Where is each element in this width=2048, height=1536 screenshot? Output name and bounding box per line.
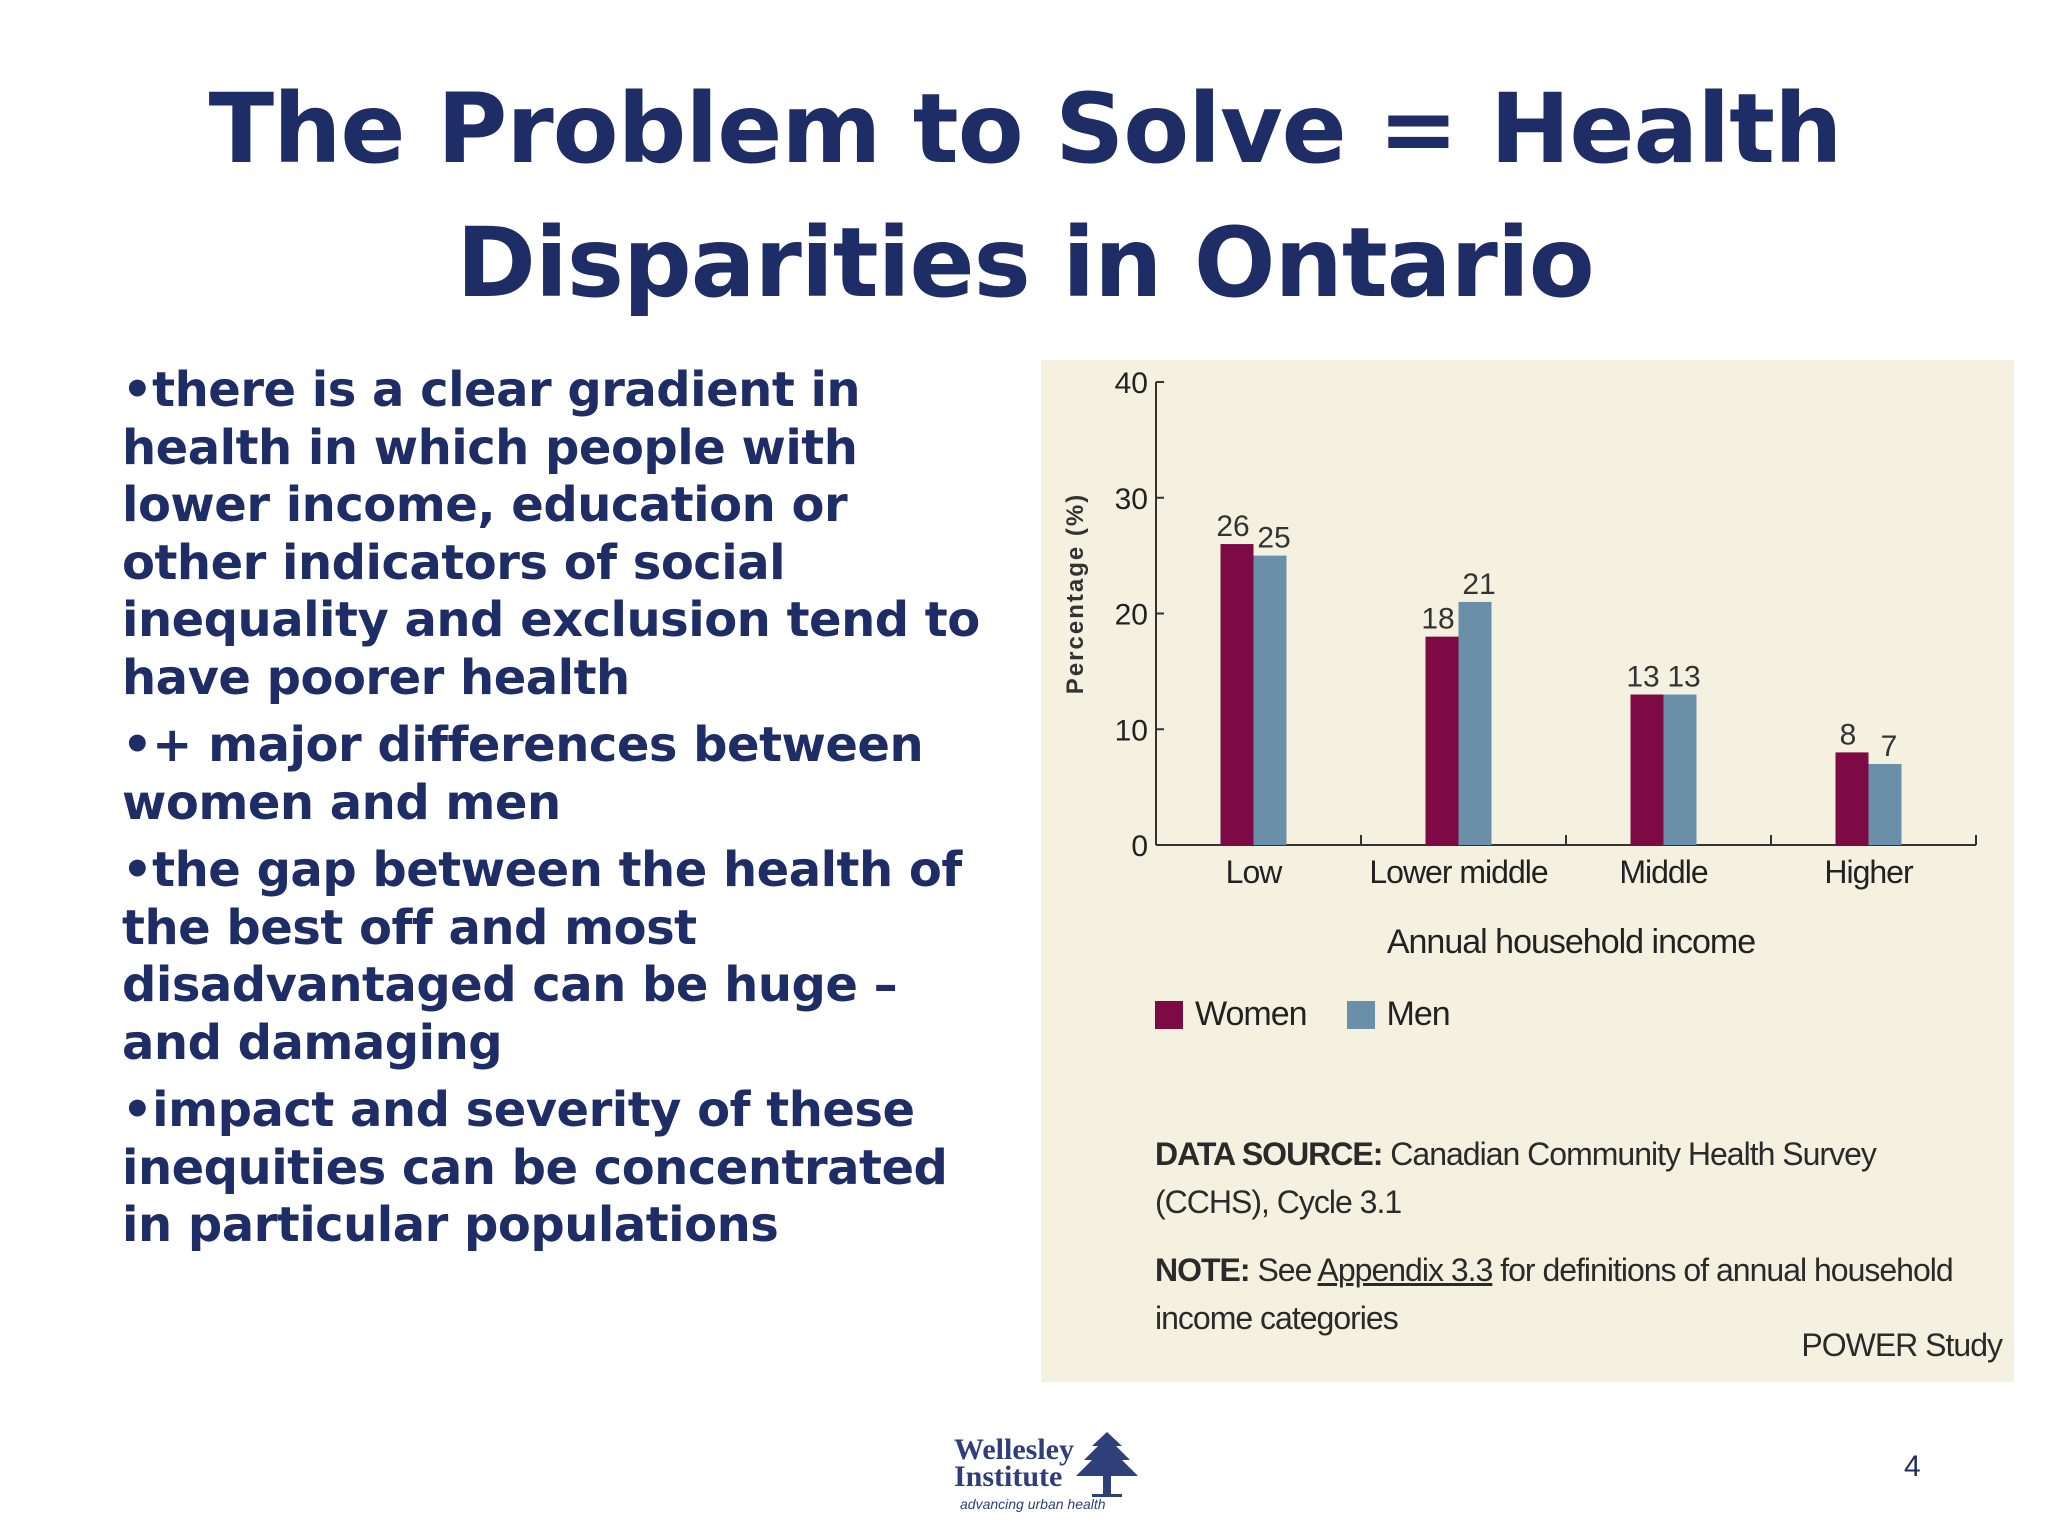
bullet-item: •there is a clear gradient in health in …	[122, 362, 980, 706]
chart-panel: 0 10 20 30 40 Percentage (%) 26 25 Low 18 21 Lower …	[1041, 360, 2014, 1382]
logo-tagline: advancing urban health	[960, 1496, 1106, 1512]
x-tick-label: Middle	[1619, 854, 1707, 890]
y-tick-label: 0	[1131, 830, 1148, 863]
y-tick-label: 20	[1115, 599, 1148, 632]
bullet-item: •+ major differences between women and m…	[122, 717, 924, 831]
page-number: 4	[1904, 1450, 1921, 1483]
data-label: 13	[1667, 661, 1700, 694]
data-source-text: Canadian Community Health Survey (CCHS),…	[1155, 1136, 1877, 1220]
legend-swatch-men	[1346, 1000, 1375, 1029]
logo-line-1: Wellesley	[954, 1433, 1074, 1466]
note-pre-text: See	[1257, 1252, 1312, 1288]
x-axis-label: Annual household income	[1387, 923, 1755, 960]
bar-men	[1458, 601, 1492, 845]
chart-legend: Women Men	[1155, 995, 1490, 1034]
slide-title-line-1: The Problem to Solve = Health	[208, 73, 1843, 185]
logo-line-2: Institute	[954, 1460, 1063, 1493]
bar-women	[1220, 544, 1254, 845]
legend-item-women: Women	[1155, 995, 1308, 1034]
wellesley-institute-logo: Wellesley Institute advancing urban heal…	[952, 1428, 1162, 1518]
legend-swatch-women	[1155, 1000, 1183, 1029]
slide-title-line-2: Disparities in Ontario	[456, 207, 1594, 319]
note-line: NOTE: See Appendix 3.3 for definitions o…	[1155, 1246, 1995, 1342]
chart-notes: DATA SOURCE: Canadian Community Health S…	[1155, 1130, 1995, 1362]
data-label: 8	[1840, 718, 1857, 751]
data-label: 21	[1462, 568, 1495, 601]
y-tick-label: 10	[1115, 714, 1148, 747]
x-tick-label: Low	[1226, 854, 1284, 890]
legend-item-men: Men	[1346, 995, 1451, 1034]
data-label: 7	[1881, 730, 1898, 763]
tree-icon	[1076, 1432, 1138, 1497]
bar-women	[1630, 694, 1664, 845]
note-post-text: for definitions of annual household inco…	[1155, 1252, 1954, 1336]
y-axis-label: Percentage (%)	[1062, 493, 1089, 694]
logo-wordmark: Wellesley Institute	[954, 1433, 1074, 1493]
chart-credit: POWER Study	[1801, 1327, 2003, 1363]
legend-label-women: Women	[1195, 995, 1308, 1033]
note-label: NOTE:	[1155, 1252, 1251, 1288]
bar-men	[1253, 555, 1287, 845]
y-tick-label: 30	[1115, 483, 1148, 516]
legend-label-men: Men	[1386, 995, 1451, 1033]
x-tick-label: Lower middle	[1369, 854, 1548, 890]
bar-women	[1835, 752, 1869, 845]
bullet-list: •there is a clear gradient in health in …	[122, 362, 992, 1265]
data-label: 26	[1216, 510, 1249, 543]
bar-men	[1868, 763, 1902, 845]
bullet-item: •the gap between the health of the best …	[122, 842, 962, 1071]
bullet-item: •impact and severity of these inequities…	[122, 1082, 948, 1253]
bar-women	[1425, 636, 1459, 845]
slide-title: The Problem to Solve = Health Disparitie…	[150, 62, 1900, 330]
data-source-label: DATA SOURCE:	[1155, 1136, 1383, 1172]
bar-men	[1663, 694, 1697, 845]
data-source-line: DATA SOURCE: Canadian Community Health S…	[1155, 1130, 1995, 1226]
appendix-link[interactable]: Appendix 3.3	[1317, 1252, 1494, 1288]
data-label: 25	[1257, 522, 1290, 555]
data-label: 13	[1626, 661, 1659, 694]
y-tick-label: 40	[1115, 367, 1148, 400]
x-tick-label: Higher	[1824, 854, 1914, 890]
data-label: 18	[1421, 603, 1454, 636]
